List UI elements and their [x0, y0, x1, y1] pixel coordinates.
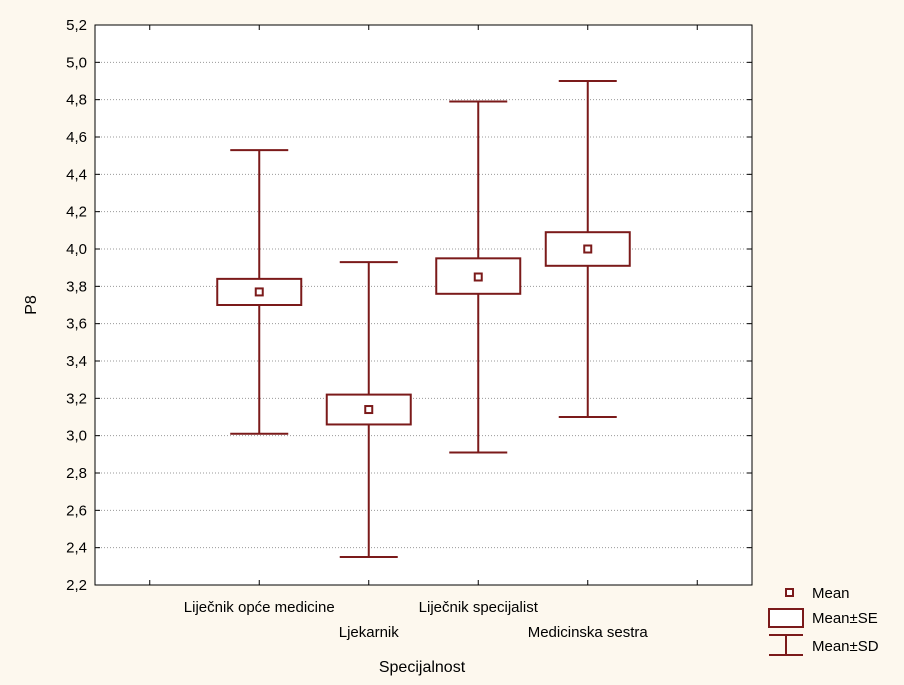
category-label: Ljekarnik: [339, 624, 400, 641]
y-tick-label: 4,4: [66, 166, 87, 183]
y-tick-label: 2,2: [66, 577, 87, 594]
y-tick-label: 2,6: [66, 502, 87, 519]
box-group: [544, 80, 631, 418]
y-tick-label: 3,8: [66, 278, 87, 295]
y-axis-title: P8: [23, 295, 40, 315]
mean-marker: [583, 244, 593, 254]
y-tick-label: 3,2: [66, 390, 87, 407]
legend-sd-icon: [769, 634, 803, 656]
box-group: [435, 100, 522, 454]
y-tick-label: 4,6: [66, 129, 87, 146]
category-label: Liječnik specijalist: [419, 599, 539, 616]
box-group: [216, 149, 303, 435]
plot-area: [94, 24, 753, 586]
category-label: Liječnik opće medicine: [184, 599, 335, 616]
legend-se-icon: [768, 608, 804, 628]
y-tick-label: 5,2: [66, 17, 87, 34]
category-label: Medicinska sestra: [528, 624, 649, 641]
y-tick-label: 2,8: [66, 465, 87, 482]
mean-marker: [473, 272, 483, 282]
y-tick-label: 4,8: [66, 92, 87, 109]
y-axis-ticks: 2,2 2,4 2,6 2,8 3,0 3,2 3,4 3,6 3,8 4,0 4,2 4,4 4,6 4…: [66, 17, 752, 594]
legend-sd-label: Mean±SD: [812, 638, 879, 655]
mean-marker: [364, 405, 374, 415]
legend-mean-label: Mean: [812, 585, 850, 602]
legend-se-label: Mean±SE: [812, 610, 878, 627]
legend-mean-icon: [785, 588, 794, 597]
y-tick-label: 3,4: [66, 353, 87, 370]
x-axis-ticks: [149, 25, 698, 585]
y-tick-label: 5,0: [66, 54, 87, 71]
y-tick-label: 4,0: [66, 241, 87, 258]
y-tick-label: 3,6: [66, 316, 87, 333]
legend: Mean Mean±SE Mean±SD: [768, 585, 879, 656]
box-marks: [216, 80, 631, 558]
box-group: [325, 261, 412, 558]
y-tick-label: 3,0: [66, 428, 87, 445]
y-tick-label: 4,2: [66, 204, 87, 221]
mean-marker: [254, 287, 264, 297]
x-axis-title: Specijalnost: [379, 659, 466, 676]
y-tick-label: 2,4: [66, 540, 87, 557]
